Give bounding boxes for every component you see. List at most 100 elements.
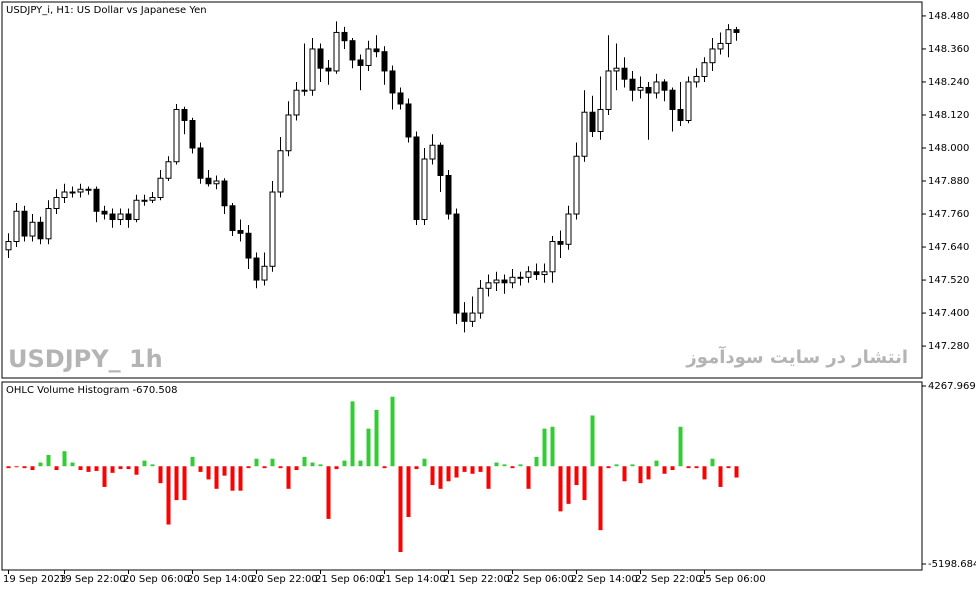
y-tick-label: 147.400 [928,308,969,319]
volume-bar [262,466,267,469]
x-tick-label: 21 Sep 22:00 [443,574,510,585]
candle-body [181,108,188,121]
volume-bar [110,466,115,473]
x-tick-label: 21 Sep 14:00 [379,574,446,585]
volume-bar [702,466,707,480]
volume-bar [358,460,363,467]
y-tick-label: 148.240 [928,77,969,88]
volume-bar [518,464,523,467]
volume-bar [166,466,171,525]
volume-bar [662,466,667,474]
candle-body [437,144,444,177]
candle-body [237,230,244,234]
candle-body [589,111,596,132]
candle-body [261,265,268,281]
volume-bar [318,464,323,467]
candle-body [493,279,500,284]
candle-body [485,282,492,289]
volume-bar [206,466,211,480]
volume-bar [430,466,435,486]
candle-body [733,29,740,33]
volume-bar [334,466,339,470]
candle-body [285,114,292,152]
candle-body [405,103,412,138]
volume-bar [254,458,259,467]
candle-body [349,40,356,61]
volume-bar [390,396,395,467]
x-tick-label: 22 Sep 14:00 [571,574,638,585]
volume-bar [638,466,643,484]
candle-body [581,111,588,157]
volume-bar [382,466,387,469]
candle-body [605,70,612,110]
volume-bar [670,466,675,471]
candle-body [685,81,692,121]
candle-body [293,89,300,116]
candle-body [717,42,724,50]
y-tick-label: 148.000 [928,143,969,154]
candle-body [533,271,540,276]
volume-bar [454,466,459,478]
candle-body [93,188,100,212]
volume-bar [462,466,467,472]
y-tick-label: 148.360 [928,44,969,55]
candle-body [517,276,524,279]
y-tick-label: 148.480 [928,11,969,22]
volume-bar [550,426,555,467]
candle-body [85,188,92,191]
y-tick-label: 147.640 [928,242,969,253]
volume-bar [510,466,515,469]
candle-body [29,221,36,237]
volume-bar [310,462,315,467]
volume-bar [46,454,51,467]
candle-body [317,48,324,69]
candle-body [397,92,404,105]
candle-body [189,119,196,149]
candle-body [549,241,556,273]
volume-bar [30,466,35,471]
volume-bar [590,415,595,467]
candle-body [125,213,132,221]
volume-bar [710,458,715,467]
candle-body [117,213,124,221]
volume-bar [686,466,691,469]
y-tick-label: 147.880 [928,176,969,187]
x-tick-label: 19 Sep 22:00 [59,574,126,585]
candle-body [61,191,68,199]
candle-body [373,48,380,53]
candle-body [133,199,140,221]
volume-bar [246,466,251,469]
volume-bar [406,466,411,518]
candle-body [653,81,660,94]
candle-body [109,213,116,221]
candle-body [365,48,372,66]
candle-body [621,67,628,80]
x-tick-label: 20 Sep 14:00 [187,574,254,585]
candle-body [445,175,452,215]
x-tick-label: 20 Sep 06:00 [123,574,190,585]
candle-body [565,213,572,245]
volume-bar [54,466,59,471]
volume-bar [598,466,603,531]
candle-body [157,177,164,199]
candle-body [165,161,172,179]
volume-bar [414,466,419,470]
watermark: USDJPY_ 1h [8,345,163,373]
candle-body [389,70,396,94]
candle-body [269,191,276,267]
volume-bar [630,464,635,467]
y-tick-label: -5198.684 [928,559,976,570]
candle-body [597,108,604,132]
volume-bar [478,466,483,472]
indicator-title: OHLC Volume Histogram -670.508 [6,385,178,396]
volume-bar [374,409,379,467]
candle-body [701,62,708,77]
candle-body [693,75,700,83]
volume-bar [502,464,507,467]
volume-bar [646,466,651,480]
volume-bar [422,458,427,467]
y-tick-label: 4267.969 [928,381,976,392]
volume-bar [94,466,99,471]
candle-body [301,89,308,92]
